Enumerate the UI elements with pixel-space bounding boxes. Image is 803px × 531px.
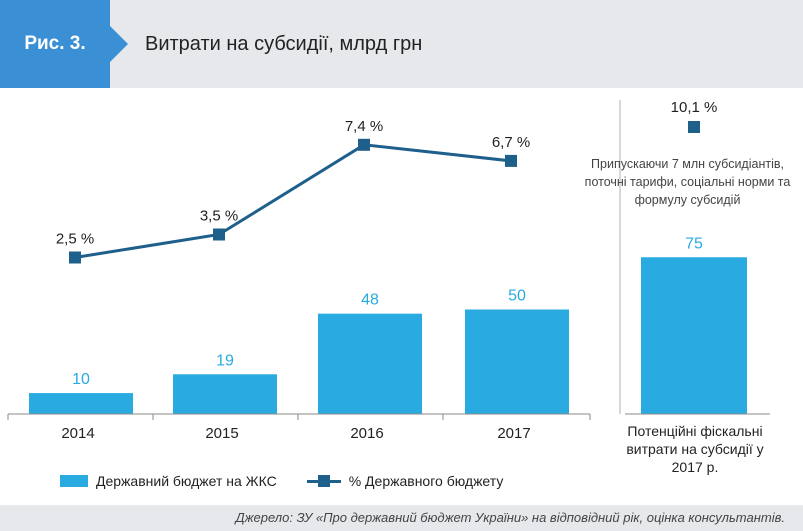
bar-value-label: 10 (72, 371, 90, 388)
projection-note: Припускаючи 7 млн субсидіантів, поточні … (584, 157, 791, 207)
source-bar: Джерело: ЗУ «Про державний бюджет Україн… (0, 505, 803, 531)
projection-bar-label: 75 (685, 235, 703, 252)
legend-bar-label: Державний бюджет на ЖКС (96, 473, 277, 489)
bar-2015 (173, 374, 277, 414)
projection-pct-marker (688, 121, 700, 133)
bar-value-label: 19 (216, 352, 234, 369)
legend-line-swatch (306, 475, 341, 487)
bar-value-label: 48 (361, 292, 379, 309)
source-text: Джерело: ЗУ «Про державний бюджет Україн… (235, 510, 785, 525)
pct-marker (505, 154, 517, 167)
pct-value-label: 2,5 % (56, 231, 94, 248)
pct-value-label: 7,4 % (345, 118, 383, 135)
pct-marker (358, 138, 370, 151)
figure-title: Витрати на субсидії, млрд грн (145, 33, 423, 55)
legend-bar-swatch (60, 475, 88, 487)
bar-value-label: 50 (508, 288, 526, 305)
x-tick-label: 2015 (205, 425, 238, 442)
x-tick-label: 2017 (497, 425, 530, 442)
bars-group: 10 19 48 50 (29, 288, 569, 414)
bar-2016 (318, 313, 422, 414)
baseline-group: 2014 2015 2016 2017 (7, 413, 591, 442)
pct-value-label: 6,7 % (492, 134, 530, 151)
figure-header: Рис. 3. Витрати на субсидії, млрд грн (0, 0, 803, 88)
legend: Державний бюджет на ЖКС % Державного бюд… (60, 470, 503, 492)
projection-pct-label: 10,1 % (671, 99, 718, 116)
projection-bar (641, 257, 747, 414)
x-tick-label: 2016 (350, 425, 383, 442)
pct-marker (69, 251, 81, 264)
bar-2014 (29, 393, 133, 414)
x-tick-label: 2014 (61, 425, 94, 442)
projection-category-label: Потенційні фіскальні витрати на субсидії… (626, 423, 764, 475)
figure-label: Рис. 3. (0, 0, 128, 88)
projection-group: 75 10,1 % (619, 99, 770, 415)
pct-marker (213, 228, 225, 241)
pct-value-label: 3,5 % (200, 208, 238, 225)
pct-line (74, 143, 512, 259)
legend-line-label: % Державного бюджету (348, 473, 504, 489)
bar-2017 (465, 309, 569, 414)
line-group: 2,5 % 3,5 % 7,4 % 6,7 % (56, 118, 530, 264)
